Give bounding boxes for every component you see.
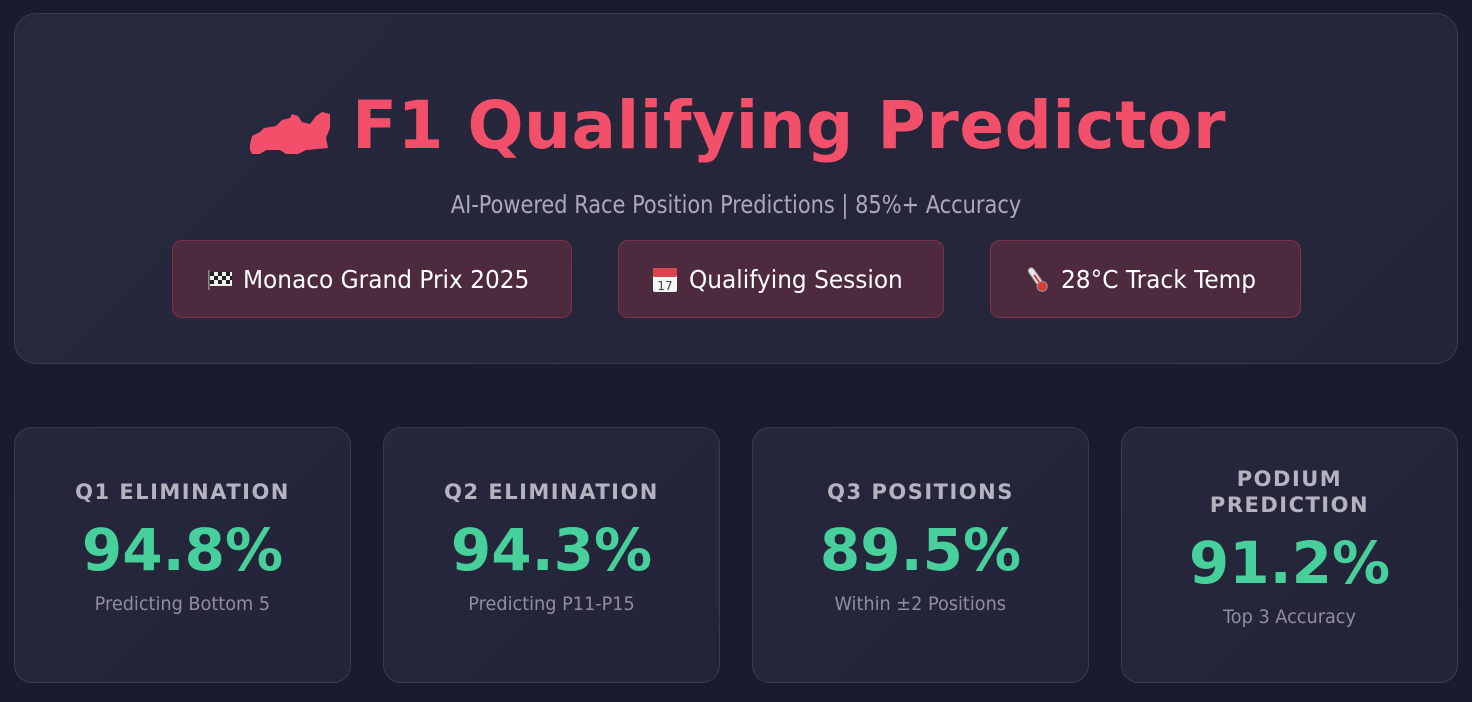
stat-value: 91.2% [1188,529,1391,597]
pill-grand-prix[interactable]: Monaco Grand Prix 2025 [171,240,572,318]
subtitle: AI-Powered Race Position Predictions | 8… [450,190,1022,219]
stat-label: Podium Prediction [1209,467,1370,517]
stat-label: Q2 Elimination [444,480,659,504]
pill-label: Qualifying Session [688,264,903,294]
header-card: F1 Qualifying Predictor AI-Powered Race … [14,13,1458,364]
stat-value: 89.5% [819,516,1022,584]
stat-label: Q1 Elimination [75,480,290,504]
pill-track-temp[interactable]: 28°C Track Temp [989,240,1301,318]
stat-description: Predicting P11-P15 [468,593,635,615]
stat-description: Top 3 Accuracy [1223,606,1356,628]
pill-label: 28°C Track Temp [1060,264,1256,294]
stats-grid: Q1 Elimination 94.8% Predicting Bottom 5… [14,427,1458,683]
stat-card-podium: Podium Prediction 91.2% Top 3 Accuracy [1121,427,1458,683]
title-text: F1 Qualifying Predictor [351,87,1227,164]
session-info-pills: Monaco Grand Prix 2025 17 Qualifying Ses… [15,240,1457,318]
pill-label: Monaco Grand Prix 2025 [242,264,529,294]
stat-description: Predicting Bottom 5 [94,593,271,615]
page-title: F1 Qualifying Predictor [15,84,1457,168]
checkered-flag-icon [205,264,233,294]
stat-description: Within ±2 Positions [834,593,1007,615]
stat-card-q2: Q2 Elimination 94.3% Predicting P11-P15 [383,427,720,683]
svg-text:17: 17 [657,279,672,293]
calendar-icon: 17 [651,264,679,294]
race-car-icon [246,94,338,158]
stat-card-q1: Q1 Elimination 94.8% Predicting Bottom 5 [14,427,351,683]
pill-session[interactable]: 17 Qualifying Session [617,240,944,318]
stat-value: 94.3% [450,516,653,584]
stat-value: 94.8% [81,516,284,584]
stat-card-q3: Q3 Positions 89.5% Within ±2 Positions [752,427,1089,683]
stat-label: Q3 Positions [827,480,1014,504]
thermometer-icon [1023,264,1051,294]
